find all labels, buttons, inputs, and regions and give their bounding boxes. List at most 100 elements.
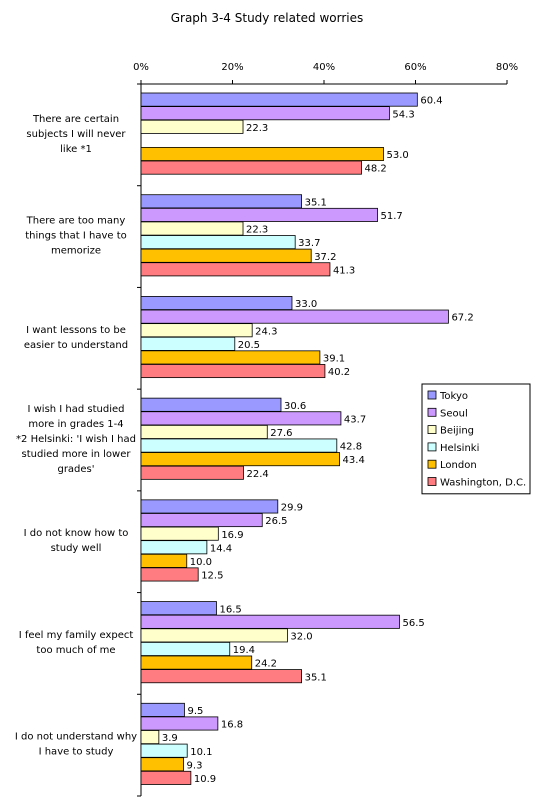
data-label: 9.3 bbox=[187, 760, 203, 771]
category-label-line: things that I have to bbox=[25, 231, 126, 242]
data-label: 67.2 bbox=[451, 313, 473, 324]
data-label: 42.8 bbox=[340, 442, 362, 453]
bar bbox=[140, 92, 418, 107]
category-label-line: I do not understand why bbox=[15, 732, 137, 743]
data-label: 54.3 bbox=[392, 109, 414, 120]
bar bbox=[140, 757, 184, 772]
bar bbox=[140, 499, 279, 514]
legend-swatch bbox=[427, 459, 437, 469]
data-label: 3.9 bbox=[162, 733, 178, 744]
data-label: 14.4 bbox=[210, 543, 232, 554]
data-label: 35.1 bbox=[305, 672, 327, 683]
legend-swatch bbox=[427, 407, 437, 417]
bar bbox=[140, 601, 217, 616]
bar bbox=[140, 364, 326, 379]
category-label-line: There are certain bbox=[32, 114, 119, 125]
bar bbox=[140, 323, 253, 338]
data-label: 40.2 bbox=[328, 367, 350, 378]
bar bbox=[140, 350, 321, 365]
category-label: There are too many things that I have to m… bbox=[25, 216, 126, 257]
category-label-line: I do not know how to bbox=[24, 528, 129, 539]
data-label: 29.9 bbox=[281, 503, 303, 514]
category-label-line: grades' bbox=[57, 464, 94, 475]
bar bbox=[140, 526, 219, 541]
data-label: 43.7 bbox=[344, 414, 366, 425]
bar bbox=[140, 452, 340, 467]
bar bbox=[140, 567, 199, 582]
data-label: 32.0 bbox=[290, 631, 312, 642]
bar bbox=[140, 119, 244, 134]
data-label: 10.0 bbox=[190, 557, 212, 568]
category-label: I do not understand why I have to study bbox=[15, 732, 137, 758]
x-tick-label: 80% bbox=[496, 62, 518, 73]
legend-label: Helsinki bbox=[440, 443, 479, 454]
data-label: 53.0 bbox=[386, 150, 408, 161]
bar bbox=[140, 194, 302, 209]
category-label-line: like *1 bbox=[60, 144, 92, 155]
data-label: 35.1 bbox=[305, 197, 327, 208]
bar bbox=[140, 336, 236, 351]
legend-label: Washington, D.C. bbox=[440, 478, 526, 489]
legend-label: Tokyo bbox=[439, 391, 468, 402]
data-label: 24.3 bbox=[255, 326, 277, 337]
bar bbox=[140, 540, 208, 555]
category-label-line: easier to understand bbox=[24, 340, 128, 351]
category-label-line: memorize bbox=[51, 246, 101, 257]
data-label: 22.3 bbox=[246, 225, 268, 236]
data-label: 51.7 bbox=[381, 211, 403, 222]
data-label: 43.4 bbox=[343, 455, 365, 466]
category-label: I feel my family expect too much of me bbox=[19, 630, 134, 656]
bar bbox=[140, 438, 338, 453]
bar bbox=[140, 655, 253, 670]
category-label: I do not know how to study well bbox=[24, 528, 129, 554]
data-label: 30.6 bbox=[284, 401, 306, 412]
data-label: 12.5 bbox=[201, 571, 223, 582]
legend-swatch bbox=[427, 390, 437, 400]
category-label: I wish I had studied more in grades 1-4 *2… bbox=[16, 404, 136, 475]
bar bbox=[140, 160, 362, 175]
bar bbox=[140, 628, 288, 643]
bar bbox=[140, 296, 293, 311]
bar bbox=[140, 146, 384, 161]
category-label-line: study well bbox=[51, 543, 102, 554]
bar bbox=[140, 207, 378, 222]
bar bbox=[140, 106, 390, 121]
data-label: 33.0 bbox=[295, 299, 317, 310]
bar bbox=[140, 465, 244, 480]
data-label: 16.9 bbox=[221, 530, 243, 541]
category-label: There are certain subjects I will never li… bbox=[26, 114, 126, 155]
legend-label: London bbox=[440, 460, 477, 471]
bar bbox=[140, 235, 296, 250]
bar bbox=[140, 743, 188, 758]
x-tick-label: 40% bbox=[313, 62, 335, 73]
legend-swatch bbox=[427, 442, 437, 452]
bars bbox=[140, 92, 449, 785]
category-label-line: I feel my family expect bbox=[19, 630, 134, 641]
bar bbox=[140, 641, 231, 656]
data-label: 22.4 bbox=[246, 469, 268, 480]
data-label: 16.5 bbox=[219, 604, 241, 615]
data-label: 60.4 bbox=[420, 96, 442, 107]
legend-label: Beijing bbox=[440, 426, 474, 437]
data-label: 10.9 bbox=[194, 774, 216, 785]
data-label: 22.3 bbox=[246, 123, 268, 134]
bar bbox=[140, 614, 400, 629]
bar bbox=[140, 309, 449, 324]
legend-swatch bbox=[427, 425, 437, 435]
category-label-line: There are too many bbox=[26, 216, 126, 227]
bar bbox=[140, 397, 282, 412]
bar bbox=[140, 730, 160, 745]
chart-title: Graph 3-4 Study related worries bbox=[171, 11, 364, 25]
legend-label: Seoul bbox=[440, 408, 468, 419]
bar bbox=[140, 553, 188, 568]
data-label: 48.2 bbox=[365, 164, 387, 175]
category-label-line: I want lessons to be bbox=[26, 325, 126, 336]
data-label: 20.5 bbox=[238, 340, 260, 351]
category-label-line: subjects I will never bbox=[26, 129, 126, 140]
bar bbox=[140, 770, 192, 785]
category-label-line: I wish I had studied bbox=[27, 404, 124, 415]
bar bbox=[140, 411, 342, 426]
bar bbox=[140, 248, 312, 263]
bar bbox=[140, 669, 302, 684]
